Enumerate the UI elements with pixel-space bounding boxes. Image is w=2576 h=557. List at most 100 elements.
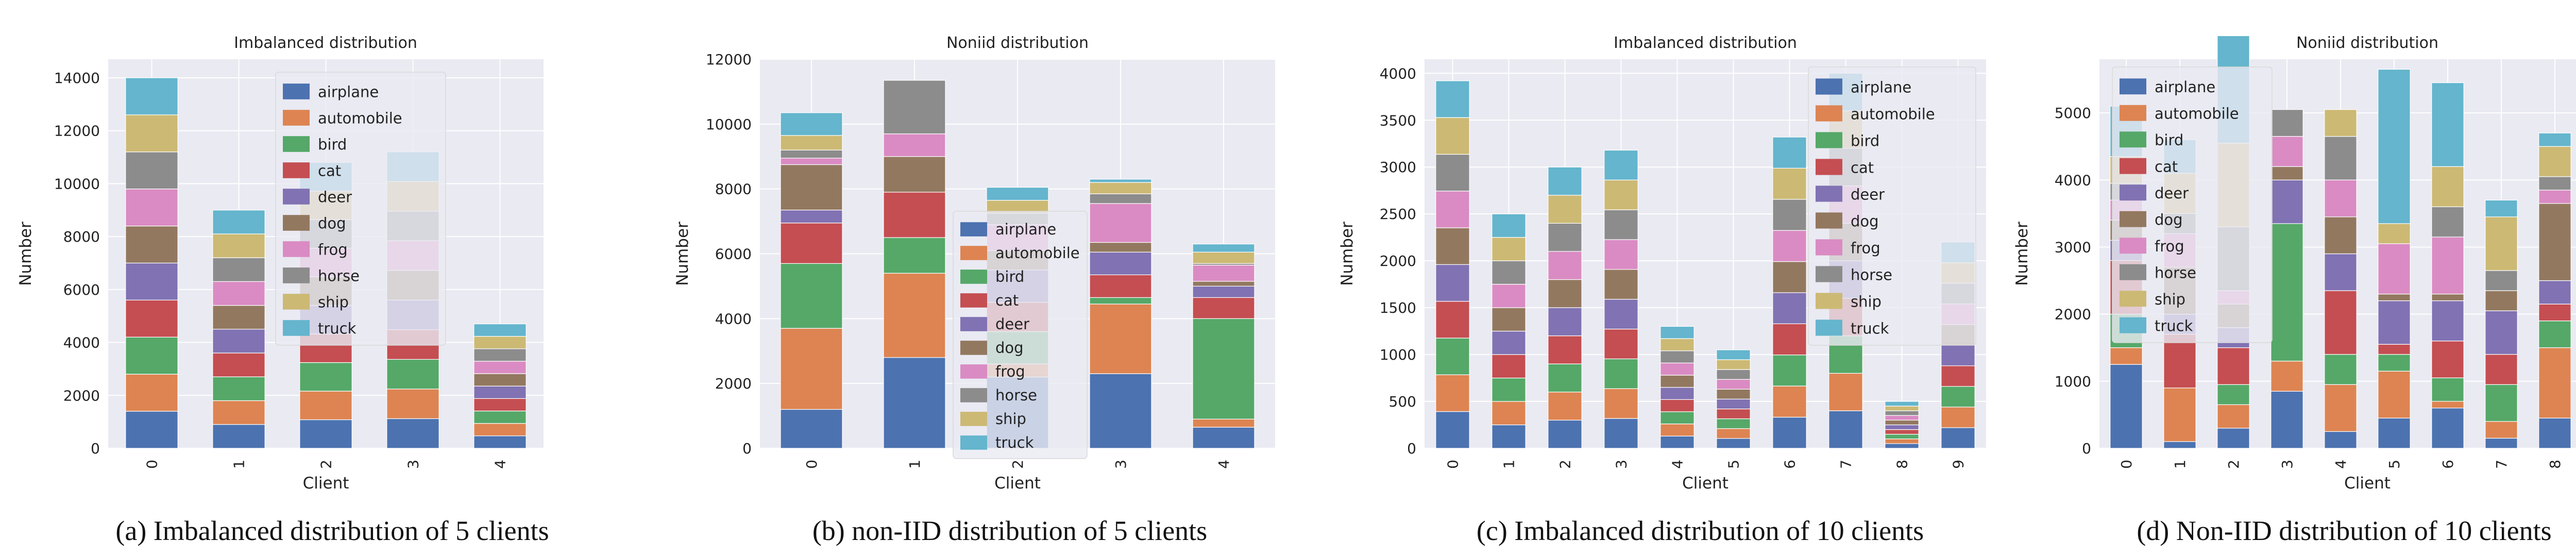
- y-tick-label: 0: [1407, 440, 1416, 457]
- chart-title: Imbalanced distribution: [234, 34, 417, 52]
- bar-segment-cat: [2324, 290, 2357, 355]
- bar-segment-automobile: [2110, 347, 2143, 365]
- bar-segment-airplane: [1885, 443, 1919, 449]
- y-tick-label: 2000: [715, 375, 752, 392]
- bar-segment-horse: [1435, 154, 1470, 192]
- bar-segment-automobile: [212, 400, 265, 425]
- bar-segment-horse: [125, 151, 178, 190]
- bar-segment-dog: [212, 305, 265, 330]
- bar-segment-dog: [780, 164, 843, 211]
- bar-segment-horse: [780, 149, 843, 159]
- bar-segment-truck: [1604, 149, 1638, 180]
- bar-segment-ship: [1492, 237, 1526, 261]
- bar-segment-airplane: [1089, 373, 1152, 449]
- legend-swatch-ship: [283, 294, 310, 310]
- bar-segment-deer: [1492, 330, 1526, 355]
- bar-segment-cat: [2431, 341, 2464, 378]
- bar-segment-truck: [1772, 137, 1807, 169]
- bar-segment-airplane: [2378, 417, 2411, 449]
- legend-swatch-truck: [2120, 317, 2146, 333]
- legend-swatch-deer: [2120, 184, 2146, 201]
- bar-segment-dog: [2538, 203, 2571, 281]
- x-tick-label: 2: [1557, 460, 1574, 469]
- bar-segment-frog: [1604, 239, 1638, 270]
- bar-segment-frog: [2270, 136, 2303, 167]
- bar-segment-dog: [1885, 419, 1919, 426]
- bar-segment-ship: [1660, 338, 1694, 351]
- bar-segment-dog: [1435, 227, 1470, 265]
- bar-segment-dog: [1772, 261, 1807, 293]
- x-tick-label: 5: [1725, 460, 1742, 469]
- x-tick-label: 6: [2439, 460, 2456, 469]
- x-axis-label: Client: [1682, 474, 1728, 493]
- y-tick-label: 3500: [1380, 112, 1416, 129]
- bar-segment-ship: [2538, 146, 2571, 177]
- legend-swatch-frog: [960, 364, 987, 379]
- x-tick-label: 7: [1838, 460, 1855, 469]
- bar-segment-bird: [1660, 411, 1694, 425]
- bar-segment-truck: [1716, 349, 1751, 360]
- bar-segment-automobile: [1828, 373, 1863, 411]
- legend-swatch-truck: [283, 320, 310, 336]
- bar-segment-bird: [1604, 358, 1638, 389]
- legend-swatch-truck: [1816, 319, 1842, 336]
- legend-label-bird: bird: [318, 136, 347, 154]
- bar-segment-airplane: [2270, 391, 2303, 449]
- bar-segment-automobile: [386, 389, 439, 419]
- y-tick-label: 6000: [715, 246, 752, 263]
- legend-label-frog: frog: [995, 363, 1025, 380]
- y-tick-label: 12000: [706, 51, 752, 68]
- x-tick-label: 2: [318, 460, 335, 469]
- bar-segment-automobile: [1885, 438, 1919, 444]
- y-tick-label: 1000: [2055, 373, 2091, 390]
- x-tick-label: 3: [2279, 460, 2296, 469]
- y-tick-label: 2000: [2055, 306, 2091, 323]
- bar-segment-ship: [1435, 117, 1470, 155]
- bar-segment-deer: [2485, 310, 2518, 355]
- panel-b: 0 2000 4000 6000 8000 10000 12000 0 1 2 3 4 Noniid d…: [673, 34, 1275, 546]
- bar-segment-bird: [386, 359, 439, 390]
- legend-label-automobile: automobile: [2155, 105, 2239, 123]
- bar-segment-deer: [1089, 251, 1152, 275]
- y-tick-label: 1000: [1380, 346, 1416, 363]
- bar-segment-deer: [1660, 387, 1694, 400]
- bar-segment-truck: [473, 324, 527, 337]
- legend-swatch-dog: [283, 215, 310, 231]
- bar-segment-automobile: [2217, 404, 2250, 429]
- legend-swatch-deer: [1816, 185, 1842, 202]
- bar-segment-deer: [473, 385, 527, 399]
- bar-segment-truck: [1660, 326, 1694, 339]
- bar-segment-automobile: [780, 328, 843, 410]
- bar-segment-ship: [473, 336, 527, 349]
- bar-segment-dog: [883, 156, 946, 193]
- legend-swatch-ship: [960, 412, 987, 426]
- y-tick-label: 12000: [54, 123, 100, 140]
- bar-segment-deer: [1604, 299, 1638, 330]
- bar-segment-horse: [2270, 109, 2303, 137]
- bar-segment-horse: [1772, 199, 1807, 231]
- bar-segment-deer: [1772, 292, 1807, 325]
- bar-segment-horse: [2324, 136, 2357, 180]
- panel-caption: (b) non-IID distribution of 5 clients: [812, 515, 1207, 546]
- bar-segment-dog: [1660, 375, 1694, 388]
- y-tick-label: 0: [2082, 440, 2091, 457]
- bar-segment-frog: [1660, 362, 1694, 376]
- x-axis-label: Client: [303, 474, 349, 493]
- bar-segment-airplane: [2217, 428, 2250, 449]
- legend-swatch-deer: [960, 317, 987, 331]
- bar-segment-deer: [780, 209, 843, 224]
- y-tick-label: 8000: [63, 228, 100, 245]
- bar-segment-ship: [1885, 406, 1919, 411]
- bar-segment-cat: [1660, 399, 1694, 412]
- bar-segment-frog: [2538, 190, 2571, 204]
- legend-label-airplane: airplane: [318, 83, 379, 101]
- bar-segment-frog: [2378, 243, 2411, 295]
- legend-swatch-ship: [2120, 291, 2146, 307]
- legend-label-airplane: airplane: [2155, 78, 2215, 96]
- legend-label-automobile: automobile: [318, 110, 402, 127]
- legend-swatch-dog: [960, 341, 987, 355]
- panel-c: 0 500 1000 1500 2000 2500 3000 3500 4000 0 1 2 3 4 5 6 7…: [1338, 34, 1986, 546]
- legend-label-horse: horse: [318, 267, 360, 285]
- bar-segment-cat: [1941, 365, 1975, 387]
- legend-swatch-horse: [283, 267, 310, 283]
